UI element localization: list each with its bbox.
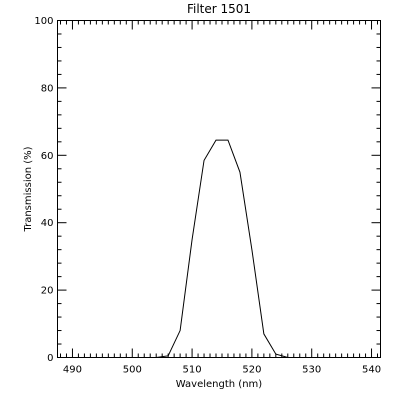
axis-ticks — [57, 20, 381, 358]
chart-title: Filter 1501 — [187, 2, 251, 16]
y-tick-label: 80 — [41, 83, 54, 94]
y-tick-label: 20 — [41, 286, 54, 297]
x-tick-label: 510 — [183, 365, 202, 376]
x-tick-label: 540 — [362, 365, 381, 376]
series-line — [132, 139, 300, 358]
y-axis-label: Transmission (%) — [23, 146, 34, 232]
x-tick-label: 490 — [63, 365, 82, 376]
y-tick-label: 40 — [41, 218, 54, 229]
tick-labels: 490 500 510 520 530 540 0 20 40 60 80 100 — [34, 16, 381, 376]
plot-frame — [57, 20, 381, 358]
x-tick-label: 520 — [242, 365, 261, 376]
y-tick-label: 0 — [47, 353, 53, 364]
x-axis-label: Wavelength (nm) — [176, 379, 262, 390]
y-tick-label: 60 — [41, 151, 54, 162]
x-tick-label: 530 — [302, 365, 321, 376]
y-tick-label: 100 — [34, 16, 53, 27]
x-tick-label: 500 — [123, 365, 142, 376]
